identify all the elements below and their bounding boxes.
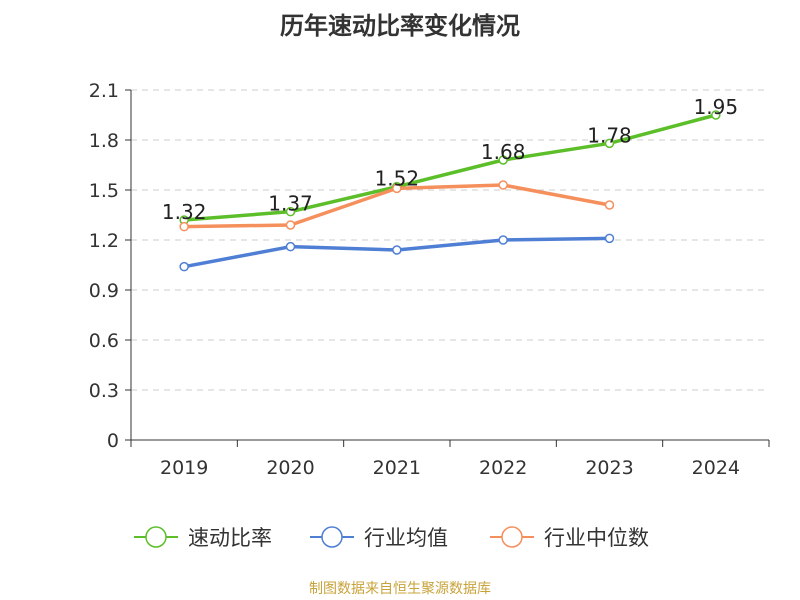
grid-lines: [131, 89, 769, 391]
x-tick-label: 2024: [692, 457, 740, 479]
y-tick-label: 2.1: [89, 80, 119, 102]
data-point: [604, 233, 615, 244]
y-tick-label: 1.2: [89, 230, 119, 252]
data-point: [285, 206, 296, 217]
y-tick-label: 0: [107, 430, 119, 452]
data-point: [179, 221, 189, 232]
legend-marker: [321, 526, 343, 548]
legend-label: 速动比率: [188, 526, 272, 550]
data-label: 1.52: [375, 167, 420, 191]
data-point: [285, 220, 296, 230]
chart-title: 历年速动比率变化情况: [280, 12, 520, 40]
y-tick-label: 0.6: [89, 330, 119, 352]
data-label: 1.95: [694, 95, 739, 119]
y-tick-label: 1.5: [89, 180, 119, 202]
data-point: [498, 180, 508, 190]
data-point: [392, 183, 402, 194]
series-line: [184, 113, 717, 222]
data-point: [711, 110, 721, 120]
legend: 速动比率 行业均值 行业中位数: [134, 526, 649, 550]
data-point: [392, 245, 402, 255]
data-point: [285, 241, 296, 252]
legend-marker: [145, 526, 167, 548]
data-point: [179, 261, 189, 272]
y-tick-label: 0.9: [89, 280, 119, 302]
x-tick-label: 2019: [160, 457, 208, 479]
legend-marker: [501, 526, 523, 548]
x-tick-label: 2022: [479, 457, 527, 479]
series-lines: [179, 110, 721, 272]
data-label: 1.37: [268, 192, 313, 216]
x-tick-label: 2023: [585, 457, 633, 479]
legend-label: 行业均值: [364, 526, 448, 550]
data-label: 1.32: [162, 200, 207, 224]
x-tick-label: 2021: [373, 457, 421, 479]
x-tick-label: 2020: [266, 457, 314, 479]
data-label: 1.78: [587, 123, 632, 147]
legend-label: 行业中位数: [544, 526, 649, 550]
data-labels: 1.32 1.37 1.52 1.68 1.78 1.95: [162, 95, 738, 224]
data-point: [498, 155, 508, 165]
source-note: 制图数据来自恒生聚源数据库: [309, 581, 491, 597]
data-point: [498, 235, 508, 245]
data-point: [604, 200, 615, 210]
data-point: [604, 138, 615, 149]
y-tick-label: 0.3: [89, 380, 119, 402]
data-label: 1.68: [481, 140, 526, 164]
y-tick-label: 1.8: [89, 130, 119, 152]
axes: 0 0.3 0.6 0.9 1.2 1.5 1.8 2.1 2019 2020 2021 2022 20…: [89, 80, 770, 479]
